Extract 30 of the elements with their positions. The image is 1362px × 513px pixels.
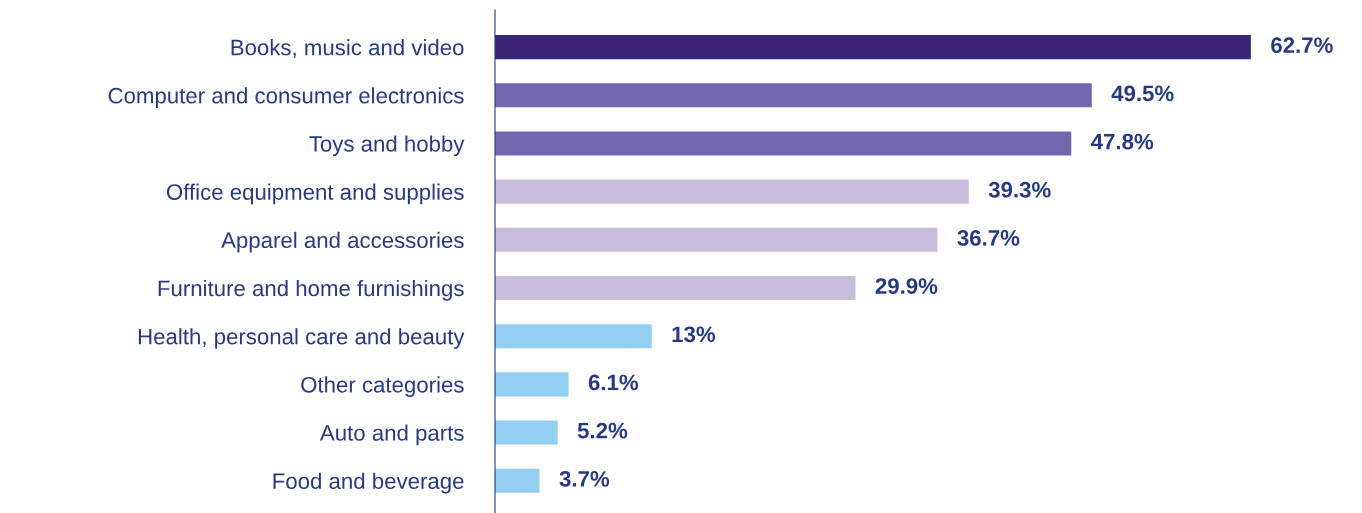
bar bbox=[495, 324, 652, 349]
bar bbox=[495, 275, 856, 301]
data-label: 49.5% bbox=[1111, 85, 1174, 102]
y-tick-label: Office equipment and supplies bbox=[166, 183, 464, 205]
y-tick-label: Furniture and home furnishings bbox=[158, 279, 464, 301]
y-tick-label: Health, personal care and beauty bbox=[138, 328, 465, 349]
bar bbox=[495, 420, 558, 445]
data-label: 36.7% bbox=[957, 230, 1020, 246]
data-label: 6.1% bbox=[588, 374, 639, 391]
data-label: 39.3% bbox=[988, 181, 1051, 198]
y-tick-label: Toys and hobby bbox=[309, 135, 465, 157]
data-label: 5.2% bbox=[577, 422, 628, 439]
y-tick-label: Apparel and accessories bbox=[221, 231, 464, 253]
data-label: 47.8% bbox=[1091, 133, 1154, 150]
y-tick-label: Other categories bbox=[301, 376, 464, 398]
y-tick-label: Auto and parts bbox=[319, 424, 464, 446]
data-label: 3.7% bbox=[559, 470, 610, 487]
bar bbox=[495, 131, 1072, 156]
data-label: 29.9% bbox=[875, 278, 938, 294]
y-tick-label: Food and beverage bbox=[273, 472, 464, 494]
bar bbox=[495, 227, 938, 252]
data-label: 62.7% bbox=[1271, 37, 1333, 54]
bar bbox=[495, 83, 1092, 108]
data-label: 13% bbox=[672, 326, 716, 343]
bar bbox=[495, 179, 969, 204]
bar bbox=[495, 372, 569, 397]
y-tick-label: Computer and consumer electronics bbox=[108, 87, 464, 108]
bar bbox=[495, 35, 1251, 60]
y-tick-label: Books, music and video bbox=[231, 39, 464, 58]
bar bbox=[495, 468, 540, 493]
